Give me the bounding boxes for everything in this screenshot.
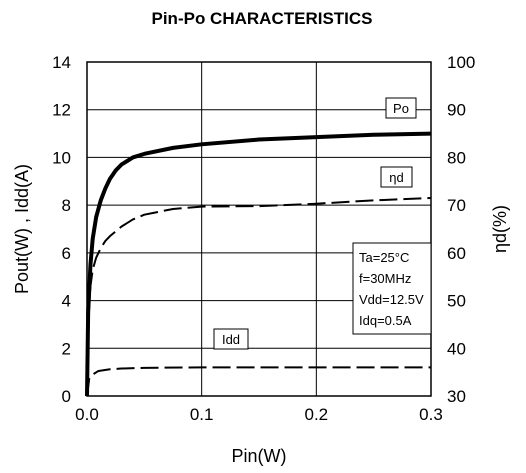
y-tick-label: 4 [62, 292, 71, 311]
x-axis-title: Pin(W) [232, 446, 287, 466]
y2-tick-label: 70 [447, 196, 466, 215]
x-tick-label: 0.3 [419, 405, 443, 424]
x-tick-label: 0.2 [305, 405, 329, 424]
y-tick-label: 12 [52, 101, 71, 120]
y2-tick-label: 100 [447, 53, 475, 72]
y2-tick-label: 90 [447, 101, 466, 120]
x-tick-label: 0.0 [75, 405, 99, 424]
y2-tick-label: 30 [447, 387, 466, 406]
series-label-text: Idd [222, 332, 240, 347]
y2-tick-label: 50 [447, 292, 466, 311]
y2-tick-label: 40 [447, 339, 466, 358]
x-tick-label: 0.1 [190, 405, 214, 424]
grid-lines [87, 62, 431, 396]
idd-label: Idd [213, 328, 249, 350]
y-tick-label: 6 [62, 244, 71, 263]
series-label-box [380, 166, 413, 188]
conditions-annotation: Ta=25°C f=30MHz Vdd=12.5V Idq=0.5A [352, 242, 432, 335]
series-labels: Po ηd Idd [213, 97, 417, 350]
series-label-box [213, 328, 249, 350]
plot-series [85, 131, 432, 397]
po-curve [85, 131, 432, 397]
y-axis-title: Pout(W) , Idd(A) [12, 164, 32, 294]
plot-frame [86, 61, 432, 397]
y-tick-label: 2 [62, 339, 71, 358]
y-tick-label: 0 [62, 387, 71, 406]
drain-efficiency-label: ηd [380, 166, 413, 188]
conditions-box [352, 242, 432, 335]
idd-curve [86, 366, 431, 397]
series-label-box [385, 97, 417, 119]
y2-axis-title: ηd(%) [490, 205, 510, 253]
y2-tick-label: 60 [447, 244, 466, 263]
condition-frequency: f=30MHz [359, 271, 411, 286]
condition-temperature: Ta=25°C [359, 250, 409, 265]
tick-labels: 0.0 0.1 0.2 0.3 0 2 4 6 8 10 12 14 30 40 50 60 70 80 90 100 [52, 53, 475, 424]
drain-efficiency-curve [86, 196, 432, 387]
series-label-text: Po [393, 101, 409, 116]
y-tick-label: 14 [52, 53, 71, 72]
chart-title: Pin-Po CHARACTERISTICS [152, 9, 373, 28]
condition-idq: Idq=0.5A [359, 313, 412, 328]
series-label-text: ηd [389, 170, 403, 185]
y-tick-label: 10 [52, 148, 71, 167]
condition-vdd: Vdd=12.5V [359, 292, 424, 307]
y2-tick-label: 80 [447, 148, 466, 167]
po-label: Po [385, 97, 417, 119]
y-tick-label: 8 [62, 196, 71, 215]
